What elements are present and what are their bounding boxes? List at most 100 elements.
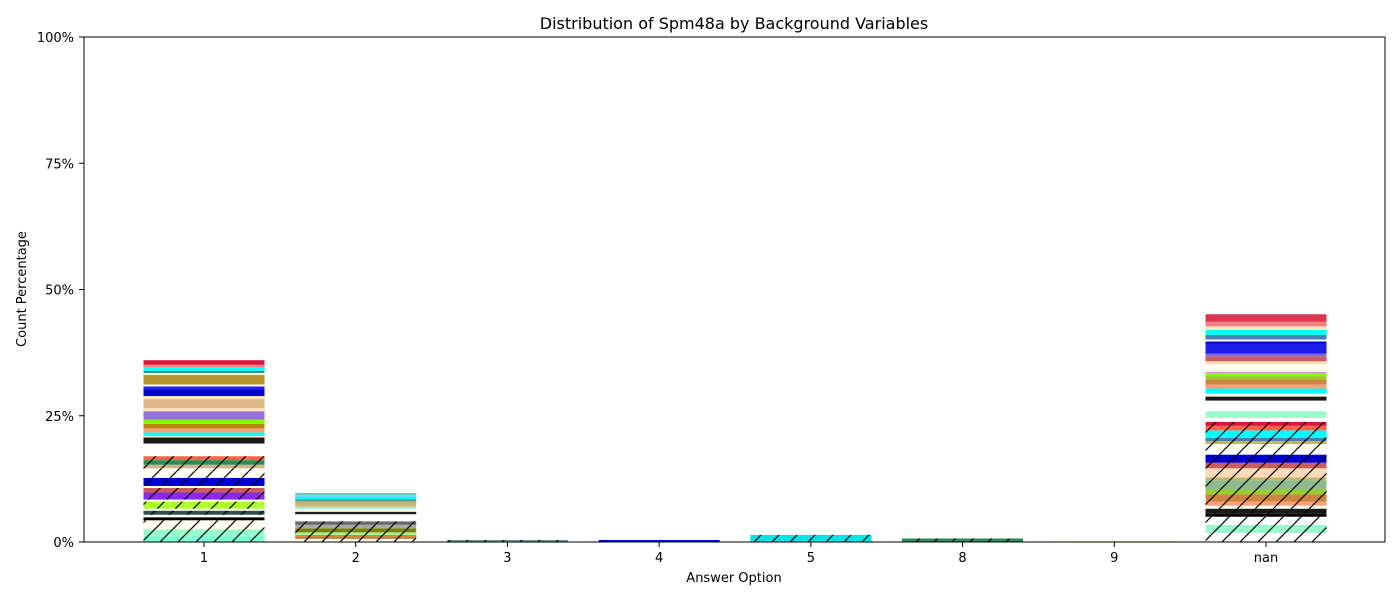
bar-segment-1-23 [143, 423, 265, 429]
bar-segment-1-4 [143, 514, 265, 518]
bar-segment-1-22 [143, 428, 265, 433]
bar-segment-nan-24 [1205, 396, 1327, 401]
bar-segment-nan-42 [1205, 321, 1327, 327]
bar-segment-1-28 [143, 396, 265, 400]
x-tick-label: 2 [352, 551, 360, 566]
bar-segment-hatch-nan-20 [1205, 421, 1327, 426]
y-tick-label: 75% [45, 157, 74, 172]
bar-segment-1-18 [143, 443, 265, 457]
x-tick-label: nan [1254, 551, 1278, 566]
bar-segment-1-35 [143, 367, 265, 371]
bar-segment-hatch-1-9 [143, 492, 265, 500]
bar-segment-nan-27 [1205, 384, 1327, 389]
x-tick-label: 4 [655, 551, 663, 566]
bar-segment-1-6 [143, 508, 265, 511]
bar-segment-hatch-1-0 [143, 535, 265, 542]
bar-segment-1-29 [143, 389, 265, 397]
bar-segment-hatch-1-12 [143, 477, 265, 486]
bar-segment-2-15 [295, 493, 417, 496]
bar-segment-nan-40 [1205, 329, 1327, 335]
bar-segment-hatch-nan-2 [1205, 516, 1327, 525]
bar-segment-nan-34 [1205, 356, 1327, 362]
y-tick-label: 25% [45, 410, 74, 425]
bar-segment-hatch-1-16 [143, 460, 265, 465]
bar-segment-1-8 [143, 499, 265, 502]
bar-segment-nan-30 [1205, 373, 1327, 376]
x-axis-label: Answer Option [686, 571, 781, 586]
bar-segment-1-27 [143, 399, 265, 409]
bar-segment-hatch-1-17 [143, 456, 265, 461]
bar-segment-1-36 [143, 364, 265, 368]
bar-segment-2-10 [295, 504, 417, 507]
x-tick-label: 8 [958, 551, 966, 566]
bar-segment-nan-25 [1205, 393, 1327, 397]
bar-segment-hatch-1-13 [143, 471, 265, 478]
bar-segment-nan-28 [1205, 379, 1327, 385]
y-axis-label: Count Percentage [15, 231, 30, 347]
bar-segment-1-31 [143, 384, 265, 387]
bar-segment-nan-38 [1205, 339, 1327, 342]
bar-segment-2-7 [295, 511, 417, 515]
bar-segment-hatch-nan-15 [1205, 444, 1327, 451]
bar-segment-hatch-nan-10 [1205, 477, 1327, 481]
x-tick-label: 9 [1110, 551, 1118, 566]
bar-segment-9-0 [1053, 540, 1175, 542]
bar-segment-hatch-1-10 [143, 487, 265, 493]
y-tick-label: 50% [45, 284, 74, 299]
bar-segment-hatch-nan-17 [1205, 437, 1327, 441]
bar-segment-2-12 [295, 499, 417, 502]
bar-segment-nan-36 [1205, 343, 1327, 354]
bar-segment-hatch-8-0 [902, 538, 1024, 542]
bar-segment-nan-33 [1205, 361, 1327, 365]
bar-segment-hatch-2-4 [295, 524, 417, 529]
bar-segment-hatch-nan-7 [1205, 494, 1327, 502]
bar-segment-2-13 [295, 496, 417, 500]
bar-segment-hatch-nan-18 [1205, 430, 1327, 438]
bar-segment-hatch-nan-13 [1205, 454, 1327, 463]
bar-segment-hatch-nan-4 [1205, 508, 1327, 514]
bar-segment-hatch-2-2 [295, 532, 417, 535]
bar-segment-1-30 [143, 386, 265, 390]
bar-segment-hatch-1-15 [143, 464, 265, 469]
x-tick-label: 3 [503, 551, 511, 566]
bar-segment-hatch-2-0 [295, 538, 417, 542]
bar-segment-hatch-nan-19 [1205, 425, 1327, 431]
bar-segment-hatch-nan-12 [1205, 462, 1327, 469]
bar-segment-2-6 [295, 514, 417, 522]
bar-segment-hatch-nan-0 [1205, 532, 1327, 542]
bar-segment-1-19 [143, 437, 265, 444]
bar-segment-2-11 [295, 501, 417, 505]
bar-segment-hatch-3-0 [446, 539, 568, 542]
bar-segment-nan-21 [1205, 417, 1327, 422]
bar-segment-hatch-1-7 [143, 501, 265, 509]
y-tick-label: 100% [37, 31, 74, 46]
bar-segment-hatch-nan-8 [1205, 489, 1327, 495]
bar-segment-nan-22 [1205, 411, 1327, 418]
bar-segment-1-24 [143, 419, 265, 424]
bar-segment-1-20 [143, 435, 265, 438]
x-tick-label: 1 [200, 551, 208, 566]
chart-title: Distribution of Spm48a by Background Var… [540, 14, 928, 33]
x-tick-label: 5 [807, 551, 815, 566]
bar-segment-1-26 [143, 408, 265, 412]
bar-segment-hatch-1-1 [143, 529, 265, 536]
bar-segment-hatch-nan-14 [1205, 450, 1327, 455]
bar-segment-1-11 [143, 485, 265, 488]
bar-segment-2-9 [295, 506, 417, 509]
bar-segment-2-8 [295, 508, 417, 512]
bar-segment-1-34 [143, 370, 265, 373]
bar-segment-nan-41 [1205, 326, 1327, 330]
y-tick-label: 0% [53, 536, 74, 551]
bar-segment-nan-32 [1205, 364, 1327, 372]
bar-segment-4-0 [598, 539, 720, 542]
bar-segment-hatch-2-3 [295, 528, 417, 533]
bar-segment-hatch-nan-11 [1205, 468, 1327, 478]
bar-segment-nan-39 [1205, 334, 1327, 340]
bar-segment-2-14 [295, 495, 417, 497]
bar-segment-nan-26 [1205, 388, 1327, 394]
bar-segment-nan-29 [1205, 375, 1327, 380]
y-axis-ticks: 0% 25% 50% 75% 100% [37, 31, 84, 551]
x-axis-ticks: 1 2 3 4 5 8 9 nan [200, 542, 1278, 566]
bar-segment-1-21 [143, 432, 265, 436]
